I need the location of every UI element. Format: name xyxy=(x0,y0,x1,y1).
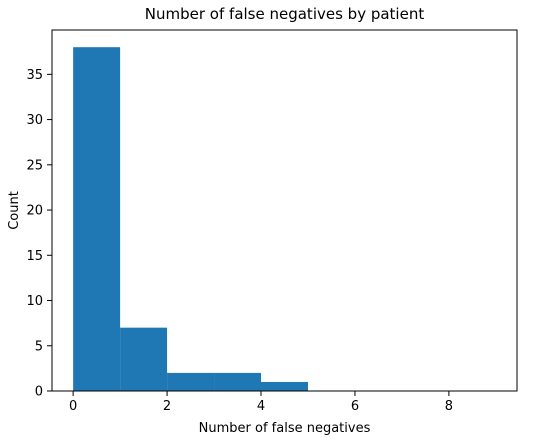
y-axis-ticks: 0 5 10 15 20 25 30 35 xyxy=(26,68,52,400)
x-axis-label: Number of false negatives xyxy=(199,421,371,436)
y-tick-label: 30 xyxy=(26,113,43,128)
y-tick-label: 5 xyxy=(35,339,43,354)
y-tick-label: 25 xyxy=(26,158,43,173)
x-tick-label: 6 xyxy=(351,399,359,414)
chart-title: Number of false negatives by patient xyxy=(145,5,425,23)
x-axis-ticks: 0 2 4 6 8 xyxy=(69,391,453,414)
y-tick-label: 0 xyxy=(35,385,43,400)
x-tick-label: 4 xyxy=(257,399,265,414)
y-tick-label: 10 xyxy=(26,294,43,309)
histogram-bar-2 xyxy=(167,372,215,391)
x-tick-label: 0 xyxy=(69,399,77,414)
histogram-bar-0 xyxy=(73,47,121,391)
y-tick-label: 35 xyxy=(26,68,43,83)
x-tick-label: 8 xyxy=(445,399,453,414)
histogram-bar-4 xyxy=(261,381,308,391)
y-tick-label: 15 xyxy=(26,249,43,264)
y-axis-label: Count xyxy=(7,191,22,230)
histogram-bar-1 xyxy=(120,327,168,391)
bars-group xyxy=(73,47,308,391)
y-tick-label: 20 xyxy=(26,204,43,219)
x-tick-label: 2 xyxy=(163,399,171,414)
histogram-bar-3 xyxy=(214,372,262,391)
